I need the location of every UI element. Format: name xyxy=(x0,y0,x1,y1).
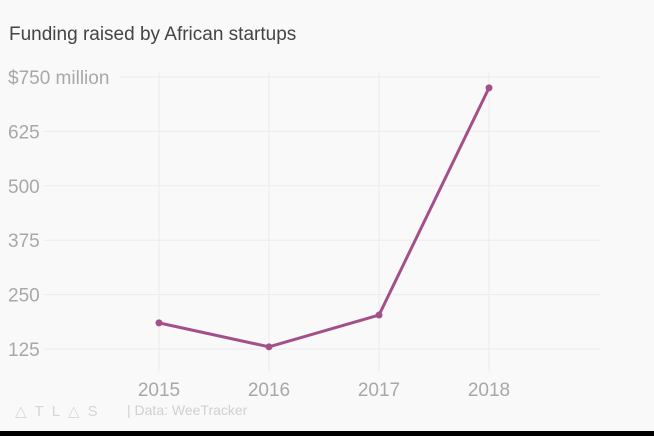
x-tick-label: 2016 xyxy=(248,380,290,401)
atlas-logo: △TL△S xyxy=(15,403,106,420)
data-point xyxy=(155,319,163,327)
data-point xyxy=(265,343,273,351)
y-tick-label: 375 xyxy=(8,231,40,252)
y-tick-label: 500 xyxy=(8,177,40,198)
y-tick-label: $750 million xyxy=(8,68,109,89)
data-point xyxy=(375,311,383,319)
y-tick-label: 625 xyxy=(8,122,40,143)
data-point xyxy=(485,84,493,92)
footer: △TL△S | Data: WeeTracker xyxy=(15,402,247,420)
y-tick-label: 250 xyxy=(8,286,40,307)
chart-title: Funding raised by African startups xyxy=(9,24,297,45)
x-tick-label: 2018 xyxy=(468,380,510,401)
bottom-bar xyxy=(0,431,654,436)
x-tick-label: 2015 xyxy=(138,380,180,401)
x-tick-label: 2017 xyxy=(358,380,400,401)
series-line xyxy=(158,87,491,349)
data-source: | Data: WeeTracker xyxy=(127,402,248,418)
y-tick-label: 125 xyxy=(8,340,40,361)
